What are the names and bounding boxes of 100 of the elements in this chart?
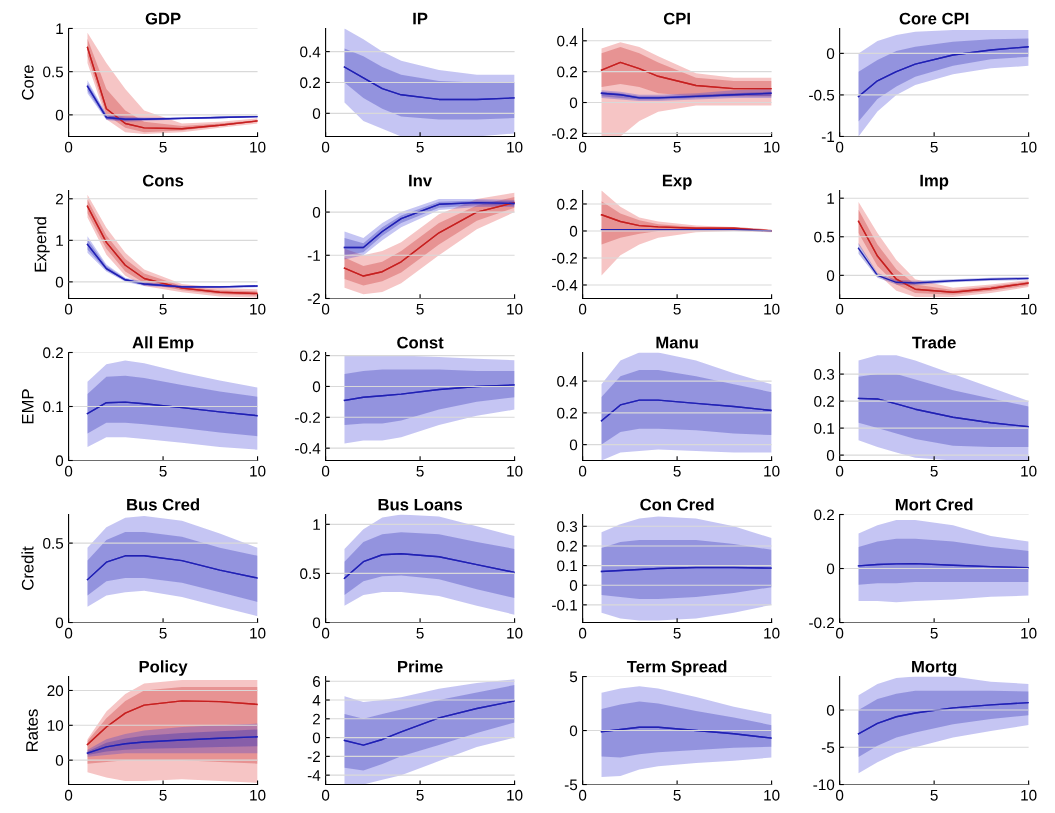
x-tick-label: 5 [416, 303, 424, 315]
x-tick-label: 5 [930, 627, 938, 639]
y-tick-label: 0.5 [43, 66, 64, 78]
y-tick-label: 0.2 [557, 66, 577, 78]
chart-title: Imp [920, 174, 949, 190]
y-axis-title: Credit [21, 546, 34, 590]
y-tick-label: 0 [826, 563, 835, 575]
x-tick-label: 0 [64, 141, 73, 153]
x-tick-label: 0 [321, 789, 330, 801]
y-tick-label: 10 [47, 720, 64, 731]
y-tick-label: 0 [55, 455, 64, 467]
x-tick-label: 10 [507, 627, 523, 639]
x-tick-label: 5 [416, 789, 424, 801]
y-tick-label: 6 [313, 676, 321, 687]
y-tick-label: -1 [307, 250, 320, 261]
chart-title: Core CPI [899, 12, 969, 25]
x-tick-label: 0 [64, 465, 73, 477]
chart-title: Bus Cred [127, 498, 200, 511]
y-tick-label: 0 [569, 97, 578, 109]
x-tick-label: 5 [673, 303, 681, 315]
y-tick-label: 0 [826, 48, 835, 60]
x-tick-label: 10 [764, 465, 780, 477]
y-tick-label: -0.2 [552, 128, 577, 140]
chart-title: Prime [398, 660, 443, 673]
x-tick-label: 0 [321, 627, 330, 639]
y-tick-label: 0 [826, 449, 835, 461]
y-tick-label: 0.2 [557, 540, 577, 552]
x-tick-label: 10 [507, 141, 523, 153]
x-tick-label: 10 [764, 789, 780, 801]
x-tick-label: 5 [416, 627, 424, 639]
y-tick-label: 2 [55, 193, 63, 205]
y-tick-label: 0 [312, 206, 321, 218]
y-tick-label: 0.2 [814, 509, 835, 521]
x-tick-label: 0 [64, 303, 73, 315]
x-tick-label: 5 [930, 789, 938, 801]
x-tick-label: 5 [673, 789, 681, 801]
y-axis-title: Core [21, 65, 34, 100]
x-tick-label: 0 [835, 627, 844, 639]
x-tick-label: 10 [250, 141, 266, 153]
x-tick-label: 5 [159, 789, 167, 801]
x-tick-label: 10 [507, 303, 523, 315]
y-tick-label: -4 [307, 770, 321, 781]
y-tick-label: 0.2 [43, 347, 63, 359]
y-tick-label: -2 [307, 751, 320, 762]
y-tick-label: -0.2 [295, 412, 320, 423]
chart-title: Manu [656, 336, 698, 349]
y-axis-title: EMP [22, 389, 34, 424]
y-tick-label: 0.4 [557, 375, 578, 387]
y-tick-label: -0.2 [552, 252, 577, 264]
y-tick-label: 5 [569, 671, 578, 683]
x-tick-label: 0 [835, 303, 844, 315]
x-tick-label: 10 [250, 627, 266, 639]
y-tick-label: 0 [55, 276, 64, 288]
x-tick-label: 5 [416, 465, 424, 477]
y-tick-label: 0 [569, 439, 578, 451]
y-tick-label: 0 [312, 108, 321, 120]
x-tick-label: 0 [321, 141, 330, 153]
y-tick-label: -0.5 [809, 89, 835, 101]
x-tick-label: 5 [673, 141, 681, 153]
y-tick-label: 0.2 [814, 395, 835, 407]
x-tick-label: 10 [1021, 789, 1037, 801]
chart-title: Con Cred [640, 498, 714, 511]
y-tick-label: 0.5 [300, 568, 321, 580]
x-tick-label: 5 [159, 141, 167, 153]
y-tick-label: -0.2 [809, 617, 835, 629]
y-tick-label: 0 [312, 617, 321, 629]
x-tick-label: 0 [578, 465, 587, 477]
y-tick-label: -5 [564, 779, 578, 791]
x-tick-label: 0 [578, 789, 587, 801]
y-tick-label: 1 [56, 235, 63, 246]
x-tick-label: 5 [159, 465, 167, 477]
y-tick-label: 0.2 [557, 198, 577, 210]
y-tick-label: 0.3 [814, 368, 835, 380]
y-tick-label: -0.4 [552, 279, 578, 291]
y-tick-label: 0 [826, 270, 835, 282]
y-tick-label: 1 [827, 193, 835, 204]
y-tick-label: -0.4 [295, 443, 321, 454]
x-tick-label: 10 [250, 465, 266, 477]
x-tick-label: 10 [507, 465, 523, 477]
y-tick-label: 0.5 [43, 537, 64, 549]
x-tick-label: 10 [764, 303, 780, 315]
y-tick-label: 0 [55, 109, 64, 121]
x-tick-label: 5 [159, 627, 167, 639]
y-tick-label: 4 [312, 695, 321, 706]
y-tick-label: 0.4 [300, 46, 321, 58]
chart-title: Const [397, 336, 444, 349]
x-tick-label: 0 [578, 627, 587, 639]
x-tick-label: 0 [321, 303, 330, 315]
x-tick-label: 10 [1021, 141, 1037, 153]
chart-title: CPI [663, 12, 690, 25]
y-tick-label: 0.4 [557, 35, 578, 47]
chart-title: Inv [409, 174, 433, 187]
y-tick-label: -0.1 [552, 599, 578, 611]
x-tick-label: 0 [64, 789, 73, 801]
y-tick-label: 0 [55, 755, 64, 766]
y-tick-label: 1 [56, 23, 63, 34]
y-tick-label: 0.1 [814, 422, 835, 434]
chart-title: Bus Loans [378, 498, 463, 511]
x-tick-label: 0 [835, 465, 844, 477]
x-tick-label: 0 [64, 627, 73, 639]
